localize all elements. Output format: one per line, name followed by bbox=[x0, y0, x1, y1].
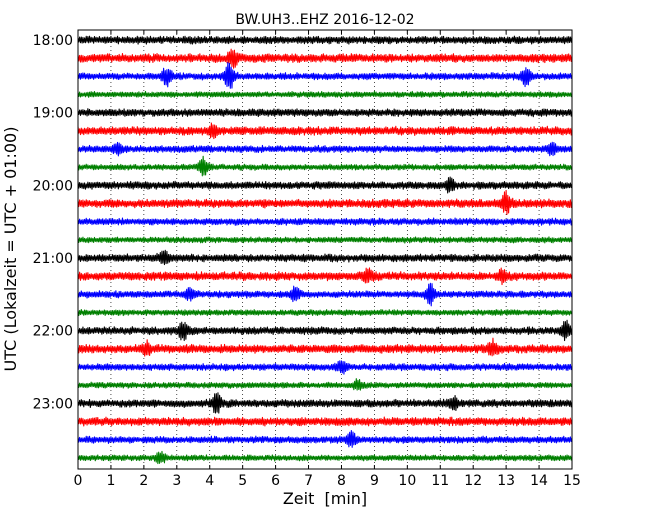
x-tick-label: 11 bbox=[431, 473, 449, 489]
x-tick-label: 5 bbox=[238, 473, 247, 489]
trace-2045 bbox=[77, 236, 573, 244]
x-tick-label: 15 bbox=[563, 473, 581, 489]
trace-2145 bbox=[77, 308, 573, 317]
trace-1945 bbox=[77, 155, 573, 177]
x-tick-label: 2 bbox=[139, 473, 148, 489]
trace-1830 bbox=[77, 62, 573, 89]
trace-1900 bbox=[77, 108, 573, 118]
trace-1915 bbox=[77, 122, 573, 140]
trace-2215 bbox=[77, 337, 573, 357]
trace-1845 bbox=[77, 90, 573, 99]
x-tick-label: 10 bbox=[398, 473, 416, 489]
x-tick-label: 4 bbox=[205, 473, 214, 489]
x-axis-ticks: 0 1 2 3 4 5 6 7 8 9 10 11 12 13 14 15 bbox=[74, 30, 581, 489]
trace-2345 bbox=[77, 450, 573, 465]
trace-2230 bbox=[77, 360, 573, 375]
x-tick-label: 14 bbox=[530, 473, 548, 489]
seismogram-traces bbox=[77, 35, 573, 465]
x-axis-label: Zeit [min] bbox=[283, 489, 367, 508]
x-tick-label: 12 bbox=[464, 473, 482, 489]
trace-2030 bbox=[77, 217, 573, 226]
x-tick-label: 6 bbox=[271, 473, 280, 489]
trace-2330 bbox=[77, 430, 573, 448]
x-tick-label: 1 bbox=[106, 473, 115, 489]
trace-1930 bbox=[77, 141, 573, 157]
x-tick-label: 0 bbox=[74, 473, 83, 489]
trace-2115 bbox=[77, 267, 573, 286]
trace-1800 bbox=[77, 35, 573, 45]
trace-2100 bbox=[77, 249, 573, 266]
y-tick-label: 21:00 bbox=[33, 251, 73, 267]
x-tick-label: 7 bbox=[304, 473, 313, 489]
y-tick-label: 22:00 bbox=[33, 324, 73, 340]
x-tick-label: 9 bbox=[370, 473, 379, 489]
trace-2000 bbox=[77, 176, 573, 194]
trace-2300 bbox=[77, 392, 573, 414]
chart-title: BW.UH3..EHZ 2016-12-02 bbox=[235, 12, 414, 28]
y-axis-ticks: 18:00 19:00 20:00 21:00 22:00 23:00 bbox=[33, 33, 572, 412]
plot-frame bbox=[77, 29, 573, 470]
y-tick-label: 20:00 bbox=[33, 178, 73, 194]
x-tick-label: 13 bbox=[497, 473, 515, 489]
x-tick-label: 8 bbox=[337, 473, 346, 489]
y-tick-label: 18:00 bbox=[33, 33, 73, 49]
x-tick-label: 3 bbox=[172, 473, 181, 489]
trace-2130 bbox=[77, 282, 573, 307]
trace-2315 bbox=[77, 416, 573, 427]
y-tick-label: 23:00 bbox=[33, 396, 73, 412]
trace-2015 bbox=[77, 189, 573, 215]
trace-2245 bbox=[77, 378, 573, 391]
y-axis-label: UTC (Lokalzeit = UTC + 01:00) bbox=[1, 127, 20, 372]
trace-2200 bbox=[77, 319, 573, 342]
trace-1815 bbox=[77, 48, 573, 69]
y-tick-label: 19:00 bbox=[33, 106, 73, 122]
